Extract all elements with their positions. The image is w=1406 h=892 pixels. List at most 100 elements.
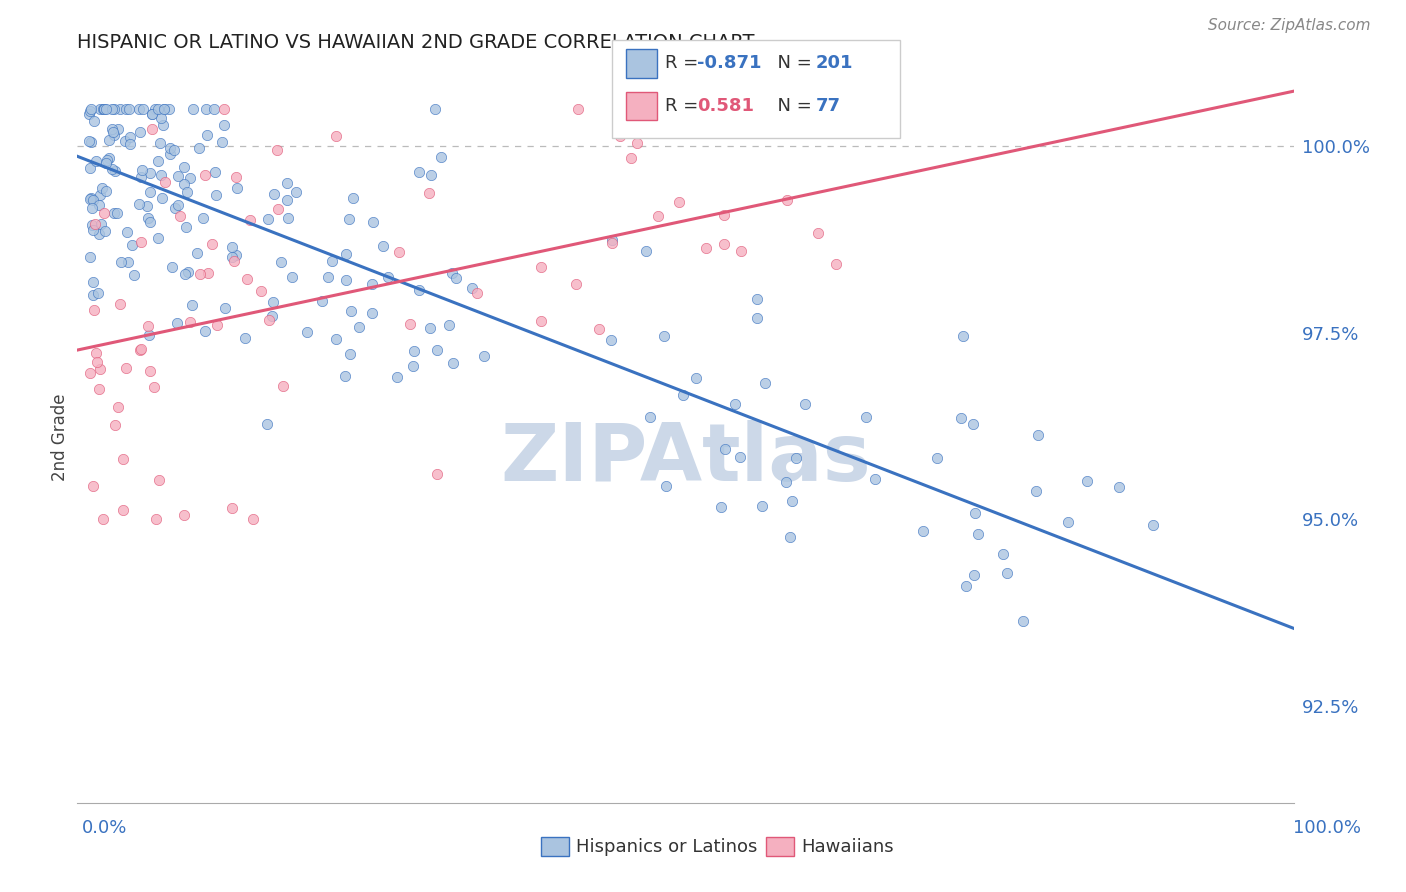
Point [804,102,827,116]
Text: 0.581: 0.581 [697,97,755,115]
Point [262,295,284,310]
Point [163,143,186,157]
Point [194,325,217,339]
Point [620,152,643,166]
Point [87,285,110,300]
Point [129,235,152,250]
Point [82,218,104,232]
Point [87,198,110,212]
Point [90,217,112,231]
Point [128,102,150,116]
Point [115,102,138,116]
Point [174,219,197,234]
Point [107,400,129,414]
Point [129,343,152,358]
Point [104,418,127,433]
Point [157,102,180,116]
Point [79,250,101,264]
Point [321,254,343,268]
Point [967,527,990,541]
Point [160,260,183,275]
Point [465,285,488,300]
Point [115,225,138,239]
Point [530,313,553,327]
Point [912,524,935,538]
Point [165,201,187,215]
Point [273,378,295,392]
Point [173,508,195,523]
Point [256,417,278,431]
Point [103,125,125,139]
Text: N =: N = [766,54,818,72]
Point [221,240,243,254]
Point [120,130,142,145]
Point [724,396,747,410]
Point [225,170,247,185]
Point [647,209,669,223]
Point [89,361,111,376]
Point [636,244,658,258]
Point [82,223,104,237]
Point [423,102,446,116]
Point [173,267,195,281]
Point [139,186,162,200]
Point [730,244,752,258]
Point [212,102,235,116]
Point [668,195,690,210]
Point [631,121,654,136]
Point [150,111,173,125]
Point [266,143,288,157]
Text: 0.0%: 0.0% [82,819,127,837]
Point [1026,428,1049,442]
Point [606,126,628,140]
Point [103,128,125,143]
Point [117,254,139,268]
Text: R =: R = [665,97,710,115]
Point [84,154,107,169]
Point [79,192,101,206]
Point [347,320,370,334]
Point [236,271,259,285]
Point [193,211,215,226]
Point [713,236,735,251]
Point [205,318,228,332]
Point [419,168,441,182]
Point [148,474,170,488]
Point [80,191,103,205]
Point [79,161,101,176]
Point [128,125,150,139]
Point [145,102,167,116]
Point [186,246,208,260]
Point [153,102,176,116]
Point [202,102,225,116]
Point [276,176,298,190]
Point [188,141,211,155]
Point [131,162,153,177]
Point [335,247,357,261]
Point [114,134,136,148]
Point [325,332,347,346]
Point [197,266,219,280]
Point [426,467,449,481]
Point [149,136,172,151]
Point [713,209,735,223]
Point [173,177,195,191]
Point [79,367,101,381]
Point [80,201,103,215]
Point [714,442,737,456]
Point [276,193,298,207]
Point [93,512,115,526]
Point [132,102,155,116]
Point [1142,518,1164,533]
Point [83,114,105,128]
Point [342,191,364,205]
Point [82,193,104,207]
Point [863,472,886,486]
Point [93,102,115,116]
Point [316,270,339,285]
Text: Hawaiians: Hawaiians [801,838,894,855]
Text: 201: 201 [815,54,853,72]
Point [169,209,191,223]
Point [152,118,174,132]
Point [194,102,217,116]
